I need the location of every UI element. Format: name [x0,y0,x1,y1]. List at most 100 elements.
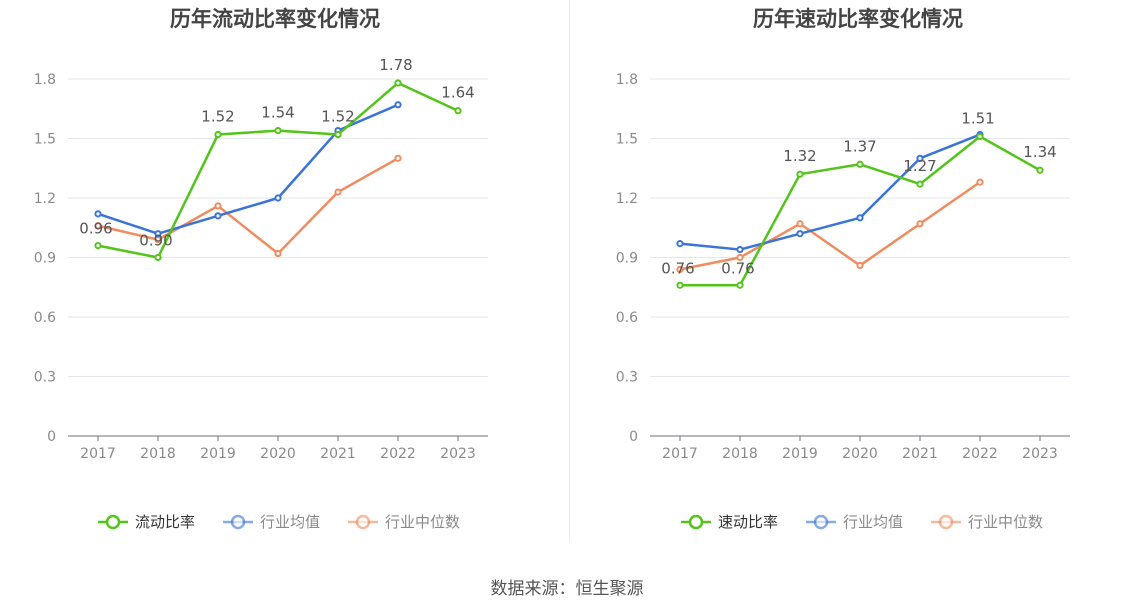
y-tick-label: 1.8 [34,72,56,88]
data-label: 0.76 [661,259,694,277]
data-point [916,220,924,228]
data-point [736,253,744,262]
data-point [736,245,744,254]
x-tick-label: 2023 [440,446,476,462]
x-tick-label: 2019 [200,446,236,462]
data-point [214,130,222,139]
x-tick-label: 2018 [722,446,758,462]
chart-title: 历年速动比率变化情况 [753,7,963,31]
data-point [856,261,864,270]
data-point [94,210,102,218]
data-point [334,188,342,196]
y-tick-label: 1.5 [616,132,638,148]
data-point [394,79,402,87]
legend-item-1: 速动比率 [681,513,778,531]
data-label: 1.52 [321,108,354,126]
data-point [976,178,984,186]
data-point [274,126,282,135]
legend-marker [688,514,704,530]
data-point [334,130,342,139]
data-point [796,170,804,178]
data-point [454,107,462,115]
data-point [394,154,402,162]
legend-marker [938,514,954,530]
y-tick-label: 1.2 [34,191,56,207]
x-tick-label: 2020 [842,446,878,462]
data-point [676,265,684,273]
data-label: 1.34 [1023,143,1056,161]
data-point [94,242,102,250]
legend-marker [105,514,121,530]
legend-label: 流动比率 [135,513,195,531]
data-label: 1.27 [903,157,936,175]
series-line-2 [679,133,981,251]
data-point [916,154,924,162]
data-label: 1.78 [379,56,412,74]
legend-marker [355,514,371,530]
x-tick-label: 2017 [80,446,116,462]
legend-item-3: 行业中位数 [348,513,460,531]
data-point [214,212,222,220]
legend-item-2: 行业均值 [223,513,320,531]
legend-item-3: 行业中位数 [931,513,1043,531]
data-point [916,180,924,188]
data-point [796,230,804,238]
data-point [394,101,402,109]
y-tick-label: 0.3 [616,370,638,386]
data-source-footer: 数据来源：恒生聚源 [490,579,644,599]
x-tick-label: 2023 [1022,446,1058,462]
data-point [856,160,864,168]
data-point [676,240,684,248]
data-label: 0.96 [79,220,112,238]
data-point [214,202,222,210]
data-label: 0.76 [721,259,754,277]
y-tick-label: 1.8 [616,72,638,88]
chart-panel-2: 历年速动比率变化情况 0 0.3 0.6 0.9 1.2 1.5 1.8 2017 2018 201… [616,7,1070,531]
x-tick-label: 2022 [380,446,416,462]
legend-marker [230,514,246,530]
y-tick-label: 0 [629,429,638,445]
x-tick-label: 2018 [140,446,176,462]
x-tick-label: 2021 [902,446,938,462]
data-point [976,132,984,141]
legend-item-2: 行业均值 [806,513,903,531]
y-tick-label: 0.6 [34,310,56,326]
x-tick-label: 2020 [260,446,296,462]
data-point [94,222,102,230]
panel-divider [569,0,570,542]
chart-panel-1: 历年流动比率变化情况 0 0.3 0.6 0.9 1.2 1.5 1.8 2017 2018 201… [34,7,488,531]
y-tick-label: 0.9 [616,251,638,267]
data-point [676,281,684,289]
data-point [796,220,804,228]
chart-title: 历年流动比率变化情况 [170,7,380,31]
y-tick-label: 0.6 [616,310,638,326]
y-tick-label: 0.3 [34,370,56,386]
data-point [154,230,162,238]
data-label: 1.51 [961,110,994,128]
legend-label: 行业中位数 [385,513,460,531]
legend-label: 行业均值 [843,513,903,531]
series-line-3 [679,181,981,271]
y-tick-label: 0 [47,429,56,445]
data-label: 1.37 [843,137,876,155]
data-label: 0.90 [139,232,172,250]
data-label: 1.52 [201,108,234,126]
legend-label: 行业中位数 [968,513,1043,531]
data-point [274,249,282,258]
series-line-3 [97,157,399,255]
legend-label: 行业均值 [260,513,320,531]
legend-label: 速动比率 [718,513,778,531]
legend-item-1: 流动比率 [98,513,195,531]
data-label: 1.32 [783,147,816,165]
data-point [154,253,162,262]
data-point [1036,166,1044,174]
x-tick-label: 2017 [662,446,698,462]
data-label: 1.54 [261,104,294,122]
x-tick-label: 2022 [962,446,998,462]
data-point [274,194,282,202]
x-tick-label: 2019 [782,446,818,462]
data-point [736,281,744,289]
legend-marker [813,514,829,530]
y-tick-label: 1.5 [34,132,56,148]
